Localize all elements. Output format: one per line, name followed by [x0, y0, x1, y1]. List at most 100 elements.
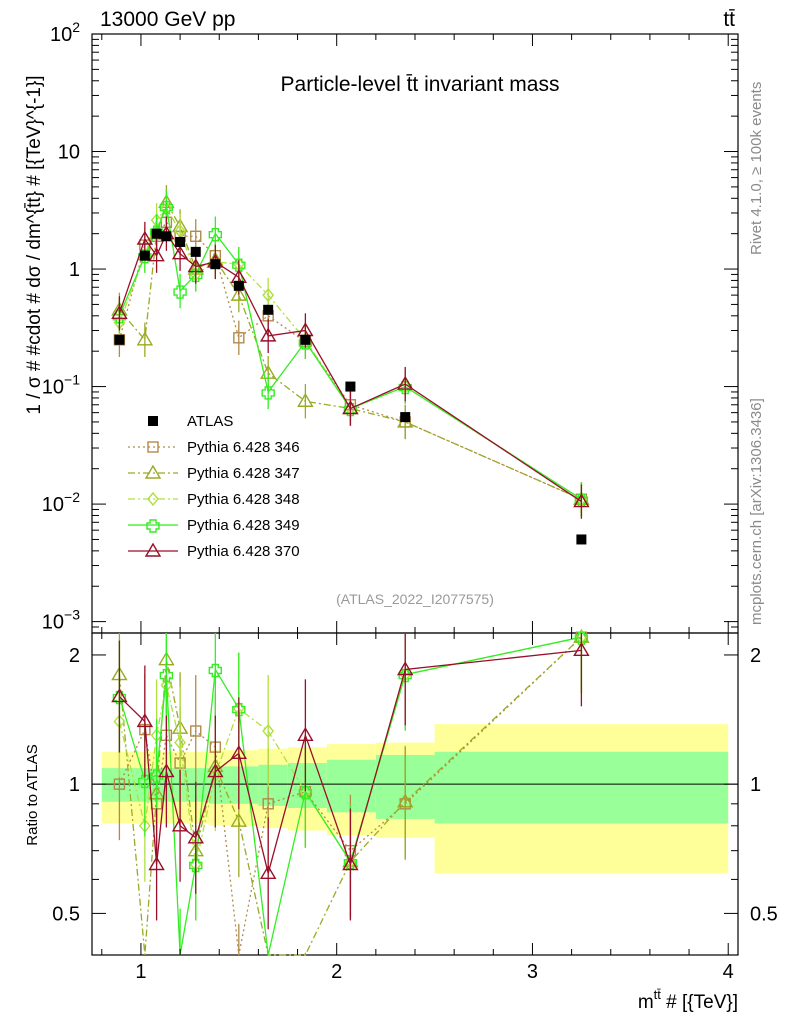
series-point — [261, 386, 275, 400]
atlas-data-point — [576, 534, 587, 545]
legend-label: Pythia 6.428 346 — [187, 439, 300, 456]
series-ratio-point — [573, 641, 590, 657]
legend-marker — [144, 542, 162, 557]
atlas-data-point — [210, 259, 221, 270]
atlas-data-point — [114, 334, 125, 345]
series-point — [136, 331, 154, 346]
stat-uncertainty-band — [101, 768, 132, 802]
series-point — [342, 400, 359, 415]
legend-marker — [147, 441, 159, 453]
stat-uncertainty-band — [287, 763, 327, 809]
y-tick-label: 1 — [69, 259, 80, 281]
atlas-data-point — [161, 231, 172, 242]
legend-label: Pythia 6.428 349 — [187, 517, 300, 534]
y-axis-title: 1 / σ # #cdot # dσ / dm^{t̄t} # [{TeV}^{… — [24, 75, 45, 414]
legend-label: Pythia 6.428 348 — [187, 491, 300, 508]
series-point — [190, 230, 202, 242]
series-ratio-point — [149, 769, 164, 783]
series-ratio-point — [262, 798, 274, 810]
series-line — [118, 221, 582, 500]
series-ratio-point — [396, 661, 414, 676]
series-point — [233, 332, 245, 344]
stat-uncertainty-band — [189, 768, 210, 802]
series-point — [148, 247, 165, 262]
series-ratio-point — [136, 713, 154, 728]
header-energy: 13000 GeV pp — [100, 8, 235, 31]
series-5 — [111, 216, 590, 930]
x-axis-title-rest: # [{TeV}] — [661, 992, 738, 1013]
series-point — [111, 304, 128, 320]
atlas-data-point — [300, 334, 311, 345]
series-ratio-point — [113, 778, 126, 790]
series-point — [230, 286, 248, 301]
y-tick-label: 10−3 — [42, 607, 80, 634]
atlas-data-point — [345, 381, 356, 392]
series-point — [136, 230, 154, 245]
series-ratio-point — [574, 631, 589, 645]
stat-uncertainty-band — [170, 768, 181, 802]
series-ratio-point — [343, 855, 358, 870]
series-ratio-point — [259, 864, 277, 879]
stat-uncertainty-band — [326, 759, 376, 813]
y-tick-label: 102 — [50, 19, 80, 46]
series-ratio-point — [148, 856, 165, 871]
atlas-data-point — [139, 250, 150, 261]
series-point — [396, 375, 414, 390]
y-tick-label: 10−2 — [42, 489, 80, 516]
series-ratio-point — [111, 688, 128, 703]
legend-label: Pythia 6.428 347 — [187, 465, 300, 482]
rivet-label: Rivet 4.1.0, ≥ 100k events — [748, 82, 765, 255]
series-point — [259, 327, 277, 342]
mcplots-label: mcplots.cern.ch [arXiv:1306.3436] — [748, 398, 765, 625]
series-point — [159, 200, 174, 215]
x-axis-title-sup: tt̄ — [654, 987, 662, 1002]
ratio-tick-label: 2 — [69, 645, 80, 667]
ratio-tick-label-right: 2 — [750, 645, 761, 667]
series-ratio-point — [396, 793, 414, 808]
series-ratio-point — [232, 702, 246, 717]
series-point — [573, 493, 590, 508]
series-ratio-point — [189, 858, 203, 873]
series-ratio-point — [262, 723, 275, 739]
series-point — [187, 258, 204, 273]
atlas-data-point — [151, 228, 162, 239]
x-tick-label: 1 — [135, 961, 146, 983]
series-ratio-point — [230, 744, 248, 760]
y-tick-label: 10−1 — [42, 372, 80, 399]
series-point — [297, 392, 314, 407]
series-ratio-point — [297, 726, 314, 741]
series-ratio-point — [158, 763, 175, 778]
analysis-tag: (ATLAS_2022_I2077575) — [336, 591, 494, 607]
legend-label: Pythia 6.428 370 — [187, 543, 300, 560]
series-ratio-point — [342, 856, 359, 871]
atlas-data-point — [175, 236, 186, 247]
series-ratio-point — [187, 829, 204, 844]
series-ratio-point — [230, 812, 248, 827]
legend-label-atlas: ATLAS — [187, 413, 233, 430]
series-point — [173, 285, 187, 299]
series-ratio-point — [298, 786, 313, 800]
ratio-tick-label: 0.5 — [52, 903, 80, 925]
ratio-tick-label-right: 1 — [750, 774, 761, 796]
series-ratio-point — [208, 663, 223, 678]
x-axis-title-main: m — [638, 992, 654, 1013]
legend-marker — [147, 491, 159, 507]
atlas-data-point — [190, 246, 201, 257]
series-point — [232, 258, 246, 272]
legend-marker-atlas — [148, 416, 158, 426]
series-ratio-point — [159, 668, 174, 683]
stat-uncertainty-band — [434, 751, 729, 824]
series-ratio-point — [174, 735, 187, 750]
series-ratio-point — [171, 817, 189, 832]
x-tick-label: 3 — [527, 961, 538, 983]
x-tick-label: 2 — [331, 961, 342, 983]
legend: ATLAS Pythia 6.428 346 Pythia 6.428 347 Pyt… — [128, 413, 300, 560]
y-tick-label: 10 — [58, 142, 80, 164]
atlas-data-point — [263, 304, 274, 315]
series-point — [398, 380, 412, 395]
series-point — [171, 245, 189, 260]
ratio-tick-label-right: 0.5 — [750, 903, 778, 925]
ratio-axis-title: Ratio to ATLAS — [24, 744, 41, 845]
series-point — [208, 227, 223, 242]
